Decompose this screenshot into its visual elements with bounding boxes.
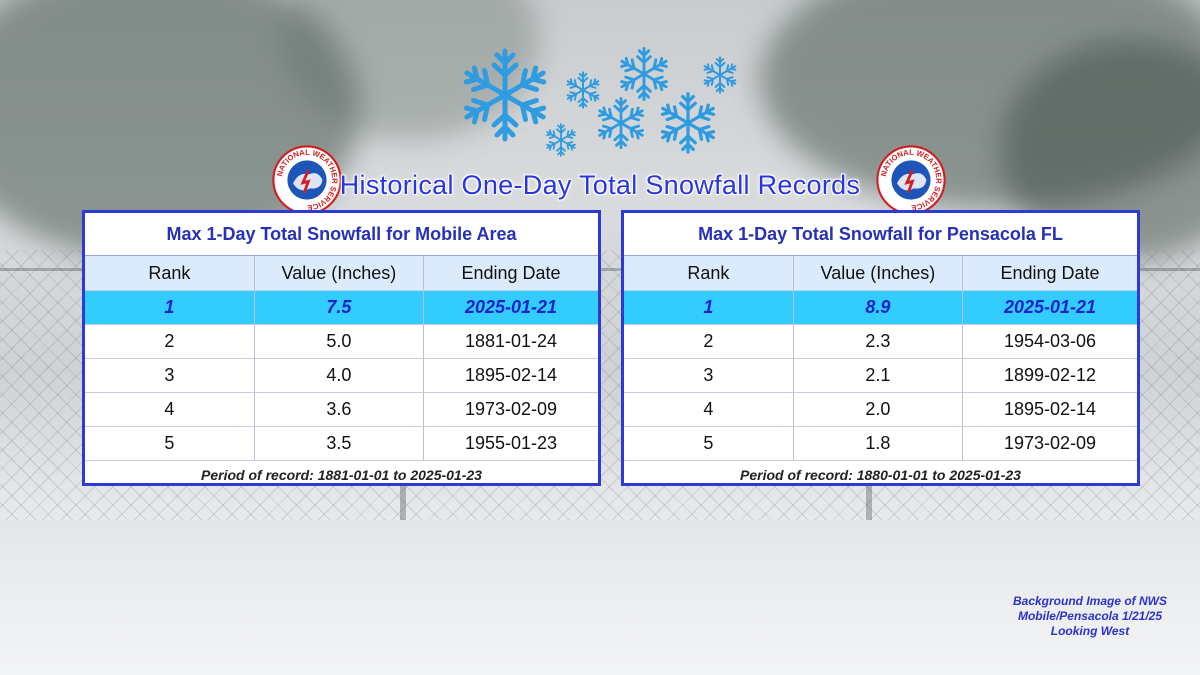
table-row: 3 4.0 1895-02-14: [85, 358, 598, 393]
rank-cell: 3: [624, 358, 794, 393]
table-title: Max 1-Day Total Snowfall for Mobile Area: [85, 213, 598, 256]
credit-line: Background Image of NWS: [1012, 594, 1167, 608]
value-cell: 5.0: [254, 324, 425, 359]
table-row: 2 5.0 1881-01-24: [85, 324, 598, 359]
records-table: Rank Value (Inches) Ending Date 1 8.9 20…: [624, 256, 1137, 461]
column-header-rank: Rank: [624, 256, 794, 291]
image-credit: Background Image of NWS Mobile/Pensacola…: [1000, 594, 1180, 639]
column-header-value: Value (Inches): [793, 256, 964, 291]
period-of-record: Period of record: 1881-01-01 to 2025-01-…: [201, 467, 482, 483]
rank-cell: 4: [624, 392, 794, 427]
value-cell: 3.6: [254, 392, 425, 427]
snowflake-icon: [543, 122, 579, 158]
column-header-rank: Rank: [85, 256, 255, 291]
rank-cell: 5: [85, 426, 255, 461]
records-table: Rank Value (Inches) Ending Date 1 7.5 20…: [85, 256, 598, 461]
nws-logo: NATIONAL WEATHER SERVICE: [876, 145, 946, 215]
table-row: 5 1.8 1973-02-09: [624, 426, 1137, 461]
rank-cell: 3: [85, 358, 255, 393]
table-row: 4 3.6 1973-02-09: [85, 392, 598, 427]
snowflake-icon: [455, 45, 555, 145]
credit-line: Mobile/Pensacola 1/21/25: [1017, 609, 1163, 623]
value-cell: 4.0: [254, 358, 425, 393]
date-cell: 2025-01-21: [423, 290, 598, 325]
page-title: Historical One-Day Total Snowfall Record…: [339, 170, 861, 200]
rank-cell: 5: [624, 426, 794, 461]
date-cell: 1881-01-24: [423, 324, 598, 359]
credit-line: Looking West: [1050, 624, 1130, 638]
rank-cell: 1: [624, 290, 794, 325]
snowflake-icon: [700, 55, 740, 95]
table-row-record: 1 8.9 2025-01-21: [624, 290, 1137, 325]
table-row: 5 3.5 1955-01-23: [85, 426, 598, 461]
value-cell: 2.3: [793, 324, 964, 359]
table-title: Max 1-Day Total Snowfall for Pensacola F…: [624, 213, 1137, 256]
value-cell: 3.5: [254, 426, 425, 461]
rank-cell: 2: [85, 324, 255, 359]
rank-cell: 2: [624, 324, 794, 359]
value-cell: 2.1: [793, 358, 964, 393]
table-row: 2 2.3 1954-03-06: [624, 324, 1137, 359]
rank-cell: 1: [85, 290, 255, 325]
column-header-value: Value (Inches): [254, 256, 425, 291]
table-row: 4 2.0 1895-02-14: [624, 392, 1137, 427]
column-header-date: Ending Date: [962, 256, 1137, 291]
date-cell: 1899-02-12: [962, 358, 1137, 393]
value-cell: 8.9: [793, 290, 964, 325]
pensacola-snowfall-table: Max 1-Day Total Snowfall for Pensacola F…: [621, 210, 1140, 486]
date-cell: 1895-02-14: [423, 358, 598, 393]
table-header-row: Rank Value (Inches) Ending Date: [85, 256, 598, 291]
table-row: 3 2.1 1899-02-12: [624, 358, 1137, 393]
value-cell: 2.0: [793, 392, 964, 427]
mobile-snowfall-table: Max 1-Day Total Snowfall for Mobile Area…: [82, 210, 601, 486]
date-cell: 1895-02-14: [962, 392, 1137, 427]
snowflake-icon: [655, 90, 721, 156]
date-cell: 1955-01-23: [423, 426, 598, 461]
column-header-date: Ending Date: [423, 256, 598, 291]
value-cell: 1.8: [793, 426, 964, 461]
date-cell: 2025-01-21: [962, 290, 1137, 325]
snowflake-icon: [593, 95, 649, 151]
value-cell: 7.5: [254, 290, 425, 325]
rank-cell: 4: [85, 392, 255, 427]
table-row-record: 1 7.5 2025-01-21: [85, 290, 598, 325]
date-cell: 1973-02-09: [962, 426, 1137, 461]
period-of-record: Period of record: 1880-01-01 to 2025-01-…: [740, 467, 1021, 483]
date-cell: 1973-02-09: [423, 392, 598, 427]
date-cell: 1954-03-06: [962, 324, 1137, 359]
snowflake-cluster: [455, 40, 755, 170]
snowy-ground: [0, 520, 1200, 675]
table-header-row: Rank Value (Inches) Ending Date: [624, 256, 1137, 291]
